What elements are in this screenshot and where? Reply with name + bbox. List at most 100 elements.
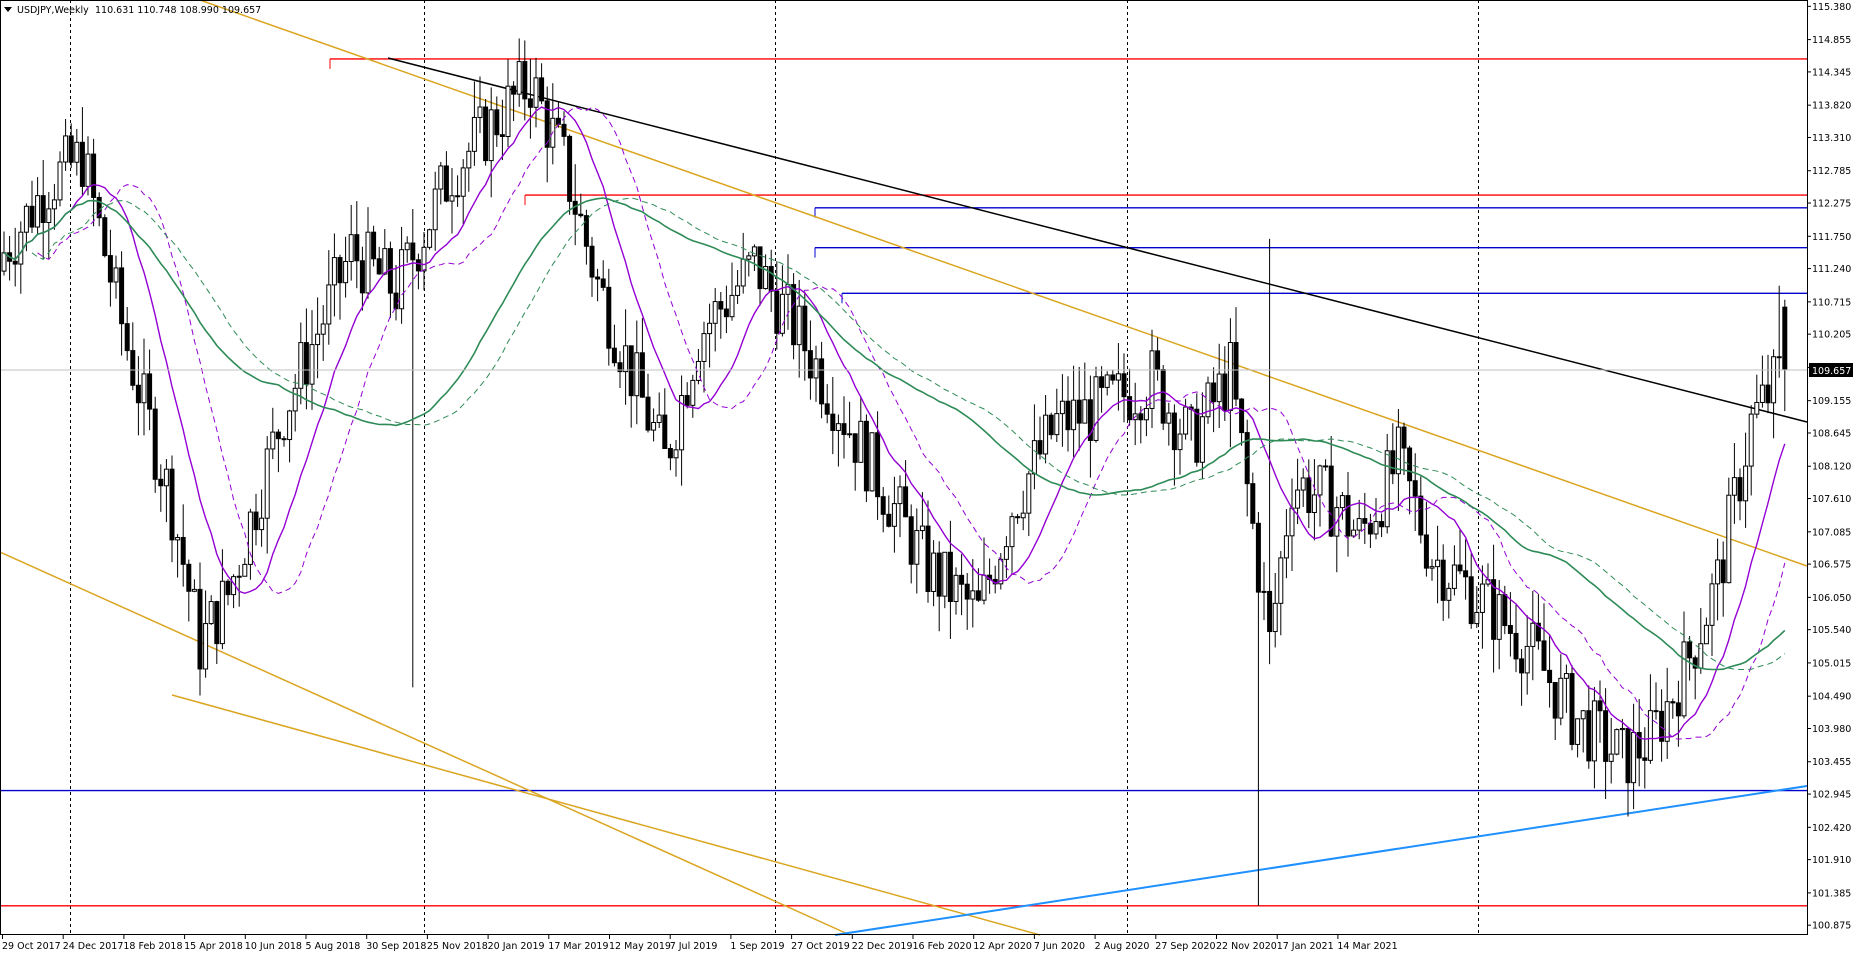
- fast-ma-shifted-line: [37, 106, 1786, 740]
- moving-averages: [3, 106, 1786, 740]
- candle-body: [1647, 710, 1653, 761]
- candle-body: [1535, 622, 1541, 642]
- candle-body: [197, 588, 203, 670]
- ohlc-label: 110.631 110.748 108.990 109.657: [95, 5, 261, 16]
- candle: [533, 57, 539, 128]
- candle-body: [1563, 673, 1569, 679]
- candle: [1373, 498, 1379, 540]
- candle: [488, 87, 494, 198]
- candle: [707, 303, 713, 368]
- candle: [1384, 433, 1390, 534]
- candle-body: [751, 246, 757, 257]
- candle: [527, 58, 533, 139]
- candle-body: [1698, 643, 1704, 669]
- price-tick-label: 103.455: [1812, 757, 1851, 768]
- candle-body: [1519, 658, 1525, 674]
- candle-body: [1211, 382, 1217, 403]
- candle: [679, 375, 685, 486]
- candle: [947, 520, 953, 639]
- dropdown-arrow-icon[interactable]: [4, 7, 12, 12]
- candle: [443, 151, 449, 203]
- candle: [522, 40, 528, 121]
- candle: [1726, 477, 1732, 584]
- candle: [180, 504, 186, 587]
- candle: [673, 440, 679, 477]
- candle: [343, 236, 349, 298]
- candle-body: [242, 563, 248, 577]
- candle-body: [1541, 640, 1547, 671]
- candle-body: [1771, 356, 1777, 404]
- candle-body: [1295, 489, 1301, 509]
- candle-body: [1351, 529, 1357, 537]
- candle: [1765, 354, 1771, 414]
- candle: [936, 541, 942, 632]
- candle-body: [1183, 406, 1189, 435]
- candle-body: [1054, 413, 1060, 436]
- candle: [1457, 529, 1463, 575]
- candle: [1552, 682, 1558, 741]
- candle: [1418, 476, 1424, 544]
- candle-body: [1547, 669, 1553, 684]
- candle-body: [494, 109, 500, 136]
- candle-body: [455, 195, 461, 198]
- price-axis[interactable]: 115.380 114.855 114.345 113.820 113.310 112.7…: [1807, 2, 1851, 932]
- candle-body: [236, 575, 242, 578]
- candle-body: [1059, 400, 1065, 415]
- candle-body: [1300, 477, 1306, 491]
- candle-body: [673, 449, 679, 459]
- candle-body: [1597, 700, 1603, 712]
- candle-body: [561, 123, 567, 137]
- candle-body: [1586, 710, 1592, 762]
- candle: [1379, 513, 1385, 538]
- candle-body: [1603, 710, 1609, 762]
- candle-body: [931, 552, 937, 592]
- candle-body: [376, 258, 382, 275]
- candle: [1435, 525, 1441, 604]
- candle-body: [348, 234, 354, 262]
- candle-body: [813, 358, 819, 379]
- price-tick-label: 106.575: [1812, 560, 1851, 571]
- candle-body: [343, 260, 349, 284]
- candle-body: [578, 213, 584, 217]
- candle-body: [393, 292, 399, 310]
- candle-body: [1373, 521, 1379, 535]
- candle-body: [567, 135, 573, 202]
- candle-body: [1003, 546, 1009, 560]
- trend-lines: [0, 0, 1808, 936]
- candle-body: [824, 403, 830, 415]
- candle: [1625, 727, 1631, 817]
- candle-body: [645, 396, 651, 431]
- candle: [774, 261, 780, 350]
- candle-body: [600, 278, 606, 288]
- candle: [365, 207, 371, 299]
- candle-body: [1222, 373, 1228, 411]
- candle: [651, 408, 657, 442]
- candle: [147, 349, 153, 431]
- candle: [1519, 649, 1525, 706]
- candle: [141, 338, 147, 436]
- candle-body: [852, 433, 858, 463]
- candle: [1429, 559, 1435, 581]
- candle-body: [191, 588, 197, 592]
- candle: [1110, 369, 1116, 385]
- candle: [623, 309, 629, 405]
- candle: [1267, 238, 1273, 665]
- candle: [763, 254, 769, 290]
- candle-body: [1720, 559, 1726, 584]
- candle: [1776, 285, 1782, 378]
- candle: [74, 128, 80, 176]
- candle: [505, 59, 511, 148]
- time-tick-label: 15 Apr 2018: [184, 941, 243, 952]
- candle-body: [1093, 376, 1099, 441]
- candle: [1037, 416, 1043, 460]
- candle-body: [634, 352, 640, 397]
- candle: [656, 392, 662, 428]
- candle: [824, 384, 830, 424]
- candle-body: [768, 266, 774, 292]
- candle-body: [869, 432, 875, 492]
- candle-body: [309, 344, 315, 385]
- candle-body: [1423, 534, 1429, 569]
- time-axis[interactable]: 29 Oct 2017 24 Dec 2017 18 Feb 2018 15 Apr …: [2, 935, 1398, 952]
- chart-frame: [0, 0, 1808, 935]
